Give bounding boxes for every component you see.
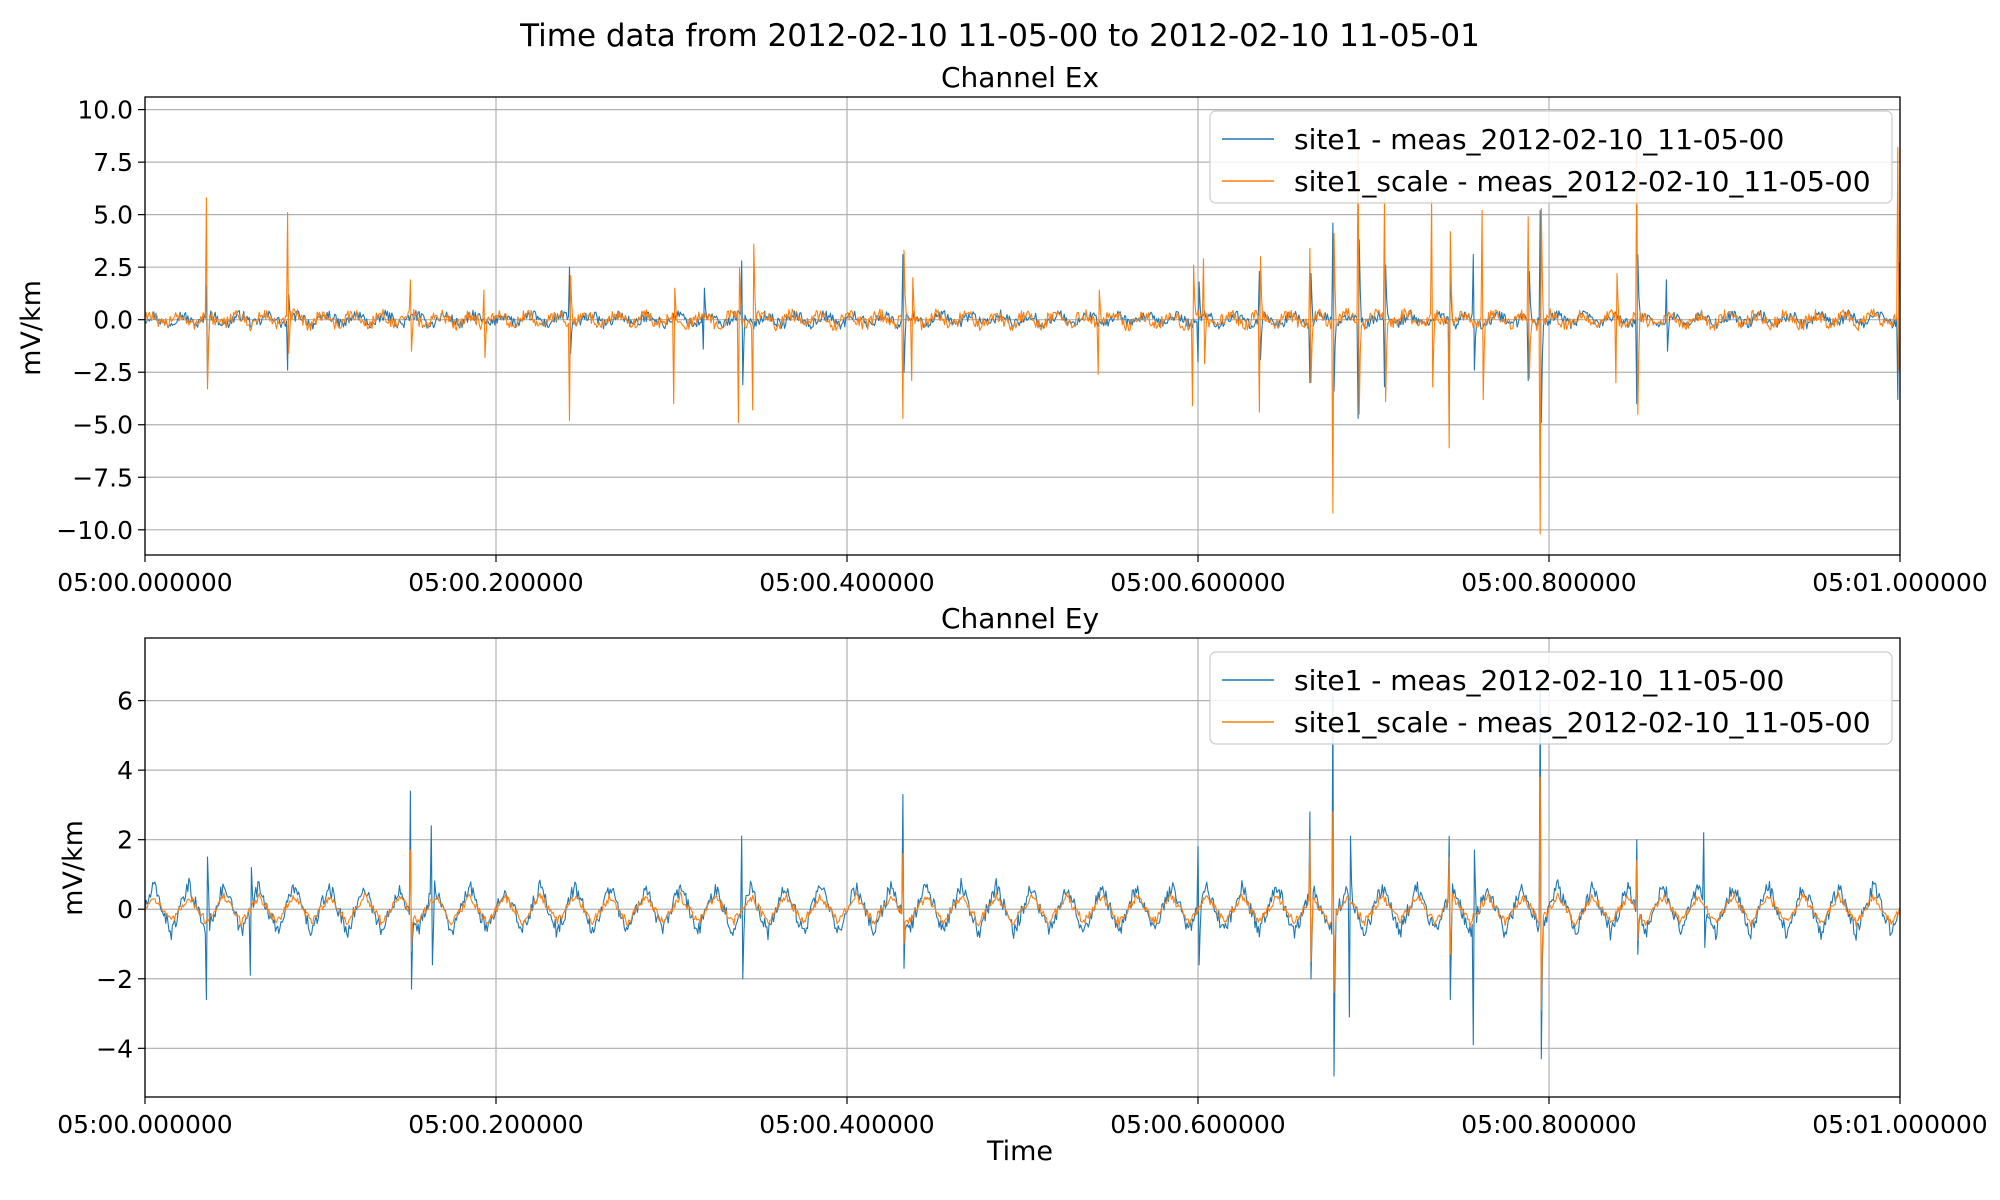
panel-title-ex: Channel Ex [941,61,1099,94]
series-line [144,142,1901,535]
y-tick-label: 6 [117,687,133,716]
x-tick-label: 05:00.600000 [1110,1110,1285,1139]
y-ticks-ex: 10.0 7.5 5.0 2.5 0.0 −2.5 −5.0 −7.5 −10.0 [56,96,145,545]
plot-frame-ey [144,637,1901,1098]
legend-box [1209,110,1893,204]
y-tick-label: 0.0 [93,306,133,335]
x-tick-label: 05:01.000000 [1812,1110,1987,1139]
x-ticks-ex: 05:00.000000 05:00.200000 05:00.400000 05:0… [57,555,1988,597]
y-tick-label: −5.0 [72,411,133,440]
x-axis-label: Time [986,1136,1053,1167]
chart-panel-ex: Channel Ex 05:00.000000 05:00.200000 05:00… [16,61,1988,597]
y-tick-label: 0 [117,895,133,924]
x-tick-label: 05:00.800000 [1461,568,1636,597]
legend-box [1209,651,1893,745]
y-tick-label: 2.5 [93,253,133,282]
series-group-ex [144,142,1901,535]
legend-ex: site1 - meas_2012-02-10_11-05-00 site1_sc… [1209,110,1893,204]
legend-label: site1 - meas_2012-02-10_11-05-00 [1294,664,1784,697]
y-tick-label: 7.5 [93,148,133,177]
y-tick-label: 4 [117,756,133,785]
y-tick-label: 10.0 [77,96,133,125]
y-axis-label-ey: mV/km [58,820,89,916]
x-tick-label: 05:00.200000 [408,1110,583,1139]
x-tick-label: 05:00.200000 [408,568,583,597]
x-tick-label: 05:00.400000 [759,568,934,597]
y-tick-label: 2 [117,826,133,855]
y-tick-label: 5.0 [93,201,133,230]
legend-ey: site1 - meas_2012-02-10_11-05-00 site1_sc… [1209,651,1893,745]
y-axis-label-ex: mV/km [16,280,47,376]
legend-label: site1_scale - meas_2012-02-10_11-05-00 [1294,165,1871,198]
x-tick-label: 05:01.000000 [1812,568,1987,597]
y-ticks-ey: 6 4 2 0 −2 −4 [96,687,145,1063]
y-tick-label: −4 [96,1034,133,1063]
y-tick-label: −2.5 [72,358,133,387]
figure-title: Time data from 2012-02-10 11-05-00 to 20… [519,18,1480,54]
series-group-ey [144,679,1901,1077]
plot-frame-ex [144,96,1901,556]
x-tick-label: 05:00.400000 [759,1110,934,1139]
y-tick-label: −2 [96,965,133,994]
x-tick-label: 05:00.600000 [1110,568,1285,597]
series-line [144,776,1901,1011]
x-tick-label: 05:00.800000 [1461,1110,1636,1139]
y-tick-label: −10.0 [56,516,133,545]
legend-label: site1_scale - meas_2012-02-10_11-05-00 [1294,706,1871,739]
x-tick-label: 05:00.000000 [57,1110,232,1139]
x-ticks-ey: 05:00.000000 05:00.200000 05:00.400000 05:0… [57,1097,1988,1139]
y-tick-label: −7.5 [72,463,133,492]
panel-title-ey: Channel Ey [941,602,1099,635]
x-tick-label: 05:00.000000 [57,568,232,597]
legend-label: site1 - meas_2012-02-10_11-05-00 [1294,123,1784,156]
chart-panel-ey: Channel Ey 05:00.000000 05:00.200000 05:00… [57,602,1987,1167]
